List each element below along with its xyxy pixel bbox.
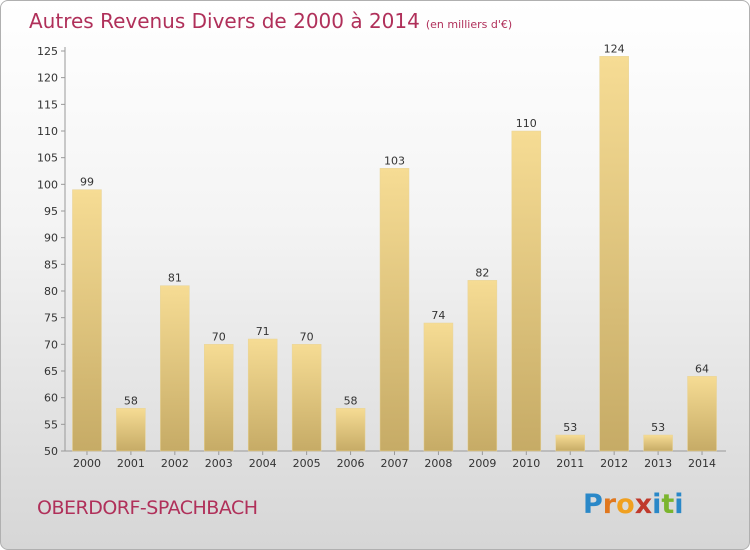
logo-letter: i bbox=[652, 489, 662, 520]
chart-title-unit: (en milliers d'€) bbox=[425, 18, 513, 31]
logo-letter: r bbox=[602, 489, 617, 520]
bar-value-label: 58 bbox=[344, 394, 358, 407]
y-tick-label: 110 bbox=[37, 125, 58, 138]
y-tick-label: 80 bbox=[44, 285, 58, 298]
bar-value-label: 58 bbox=[124, 394, 138, 407]
y-tick-label: 95 bbox=[44, 205, 58, 218]
y-tick-label: 115 bbox=[37, 98, 58, 111]
x-axis: 2000 2001 2002 2003 2004 2005 2006 2007 2008 2009… bbox=[65, 450, 726, 470]
y-tick-label: 70 bbox=[44, 338, 58, 351]
y-tick-label: 100 bbox=[37, 178, 58, 191]
bar bbox=[116, 408, 146, 452]
bar bbox=[335, 408, 366, 452]
bar-value-label: 71 bbox=[256, 325, 270, 338]
proxiti-logo[interactable]: Proxiti bbox=[583, 489, 684, 520]
commune-name: OBERDORF-SPACHBACH bbox=[37, 497, 258, 519]
x-tick-label: 2011 bbox=[556, 457, 584, 470]
bar-value-label: 53 bbox=[563, 421, 577, 434]
chart-title-main: Autres Revenus Divers de 2000 à 2014 bbox=[29, 9, 420, 33]
bar bbox=[467, 280, 498, 452]
bar-value-label: 82 bbox=[475, 266, 489, 279]
y-tick-label: 85 bbox=[44, 258, 58, 271]
y-tick-label: 65 bbox=[44, 365, 58, 378]
bar bbox=[687, 376, 717, 452]
bar bbox=[599, 56, 629, 452]
bar bbox=[379, 168, 410, 452]
logo-letter: t bbox=[661, 489, 675, 520]
y-tick-label: 105 bbox=[37, 152, 58, 165]
bar-value-label: 70 bbox=[300, 330, 314, 343]
x-tick-label: 2006 bbox=[337, 457, 365, 470]
y-tick-label: 55 bbox=[44, 418, 58, 431]
bar bbox=[72, 189, 102, 452]
x-tick-label: 2014 bbox=[688, 457, 716, 470]
y-tick-label: 75 bbox=[44, 312, 58, 325]
x-tick-label: 2009 bbox=[468, 457, 496, 470]
bar-value-label: 70 bbox=[212, 330, 226, 343]
y-tick-label: 125 bbox=[37, 45, 58, 58]
x-tick-label: 2012 bbox=[600, 457, 628, 470]
bar bbox=[291, 344, 322, 452]
x-tick-label: 2004 bbox=[249, 457, 277, 470]
y-tick-label: 120 bbox=[37, 72, 58, 85]
x-tick-label: 2007 bbox=[381, 457, 409, 470]
bar-value-label: 81 bbox=[168, 272, 182, 285]
bar-value-label: 74 bbox=[431, 309, 445, 322]
bar bbox=[204, 344, 234, 452]
bar-value-label: 99 bbox=[80, 176, 94, 189]
x-tick-label: 2013 bbox=[644, 457, 672, 470]
bar-value-label: 103 bbox=[384, 154, 405, 167]
logo-letter: i bbox=[674, 489, 684, 520]
bar bbox=[643, 434, 673, 452]
bar-value-label: 64 bbox=[695, 362, 709, 375]
x-tick-label: 2005 bbox=[293, 457, 321, 470]
y-tick-label: 50 bbox=[44, 445, 58, 458]
bar bbox=[423, 322, 454, 452]
chart-title: Autres Revenus Divers de 2000 à 2014 (en … bbox=[29, 9, 512, 33]
y-tick-label: 60 bbox=[44, 392, 58, 405]
x-tick-label: 2008 bbox=[424, 457, 452, 470]
x-tick-label: 2001 bbox=[117, 457, 145, 470]
x-tick-label: 2002 bbox=[161, 457, 189, 470]
bar bbox=[511, 130, 542, 452]
logo-letter: o bbox=[616, 489, 635, 520]
bar bbox=[555, 434, 585, 452]
bar bbox=[247, 338, 278, 452]
x-tick-label: 2000 bbox=[73, 457, 101, 470]
x-tick-label: 2003 bbox=[205, 457, 233, 470]
bar-value-label: 110 bbox=[516, 117, 537, 130]
logo-letter: P bbox=[583, 489, 603, 520]
logo-letter: x bbox=[634, 489, 653, 520]
bar-value-label: 53 bbox=[651, 421, 665, 434]
y-axis: 50 55 60 65 70 75 80 85 90 95 100 105 110 115 120 125 bbox=[37, 45, 66, 458]
y-tick-label: 90 bbox=[44, 232, 58, 245]
x-tick-label: 2010 bbox=[512, 457, 540, 470]
bar bbox=[160, 285, 190, 452]
bars: 99 58 81 70 71 70 58 103 74 82 110 53 124 53 64 bbox=[72, 42, 717, 452]
bar-value-label: 124 bbox=[604, 42, 625, 55]
